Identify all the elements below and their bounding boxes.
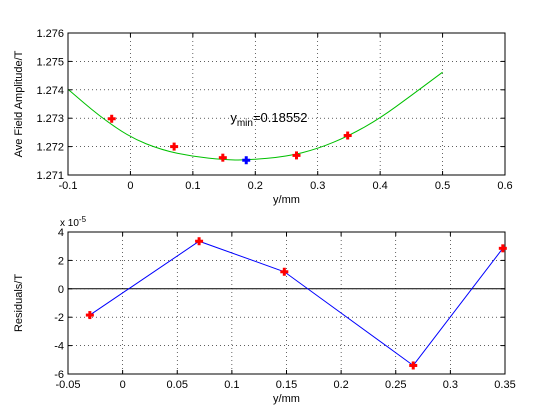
- data-point: [218, 153, 227, 162]
- x-tick-label: 0.5: [435, 180, 450, 192]
- bottom-plot-ticks: -0.05 0 0.05 0.1 0.15 0.2 0.25 0.3 0.35 -6 -4 -2 0 2 4: [54, 227, 515, 391]
- minimum-point: [242, 156, 251, 165]
- y-tick-label: 2: [58, 255, 64, 267]
- x-tick-label: 0.2: [333, 379, 348, 391]
- residual-point: [409, 361, 418, 370]
- residual-point: [85, 311, 94, 320]
- x-tick-label: 0: [120, 379, 126, 391]
- y-tick-label: 1.274: [36, 85, 64, 97]
- y-tick-label: 1.276: [36, 28, 64, 40]
- x-tick-label: 0: [127, 180, 133, 192]
- y-tick-label: -4: [54, 341, 64, 353]
- bottom-plot-axes: -0.05 0 0.05 0.1 0.15 0.2 0.25 0.3 0.35 -6 -4 -2 0 2 4…: [13, 215, 516, 405]
- top-plot-ticks: -0.1 0 0.1 0.2 0.3 0.4 0.5 0.6 1.271 1.272 1.273 1.…: [36, 28, 512, 192]
- top-plot-x-axis-label: y/mm: [273, 194, 300, 206]
- bottom-plot-y-axis-label: Residuals/T: [13, 274, 25, 332]
- residual-point: [280, 267, 289, 276]
- y-tick-label: -6: [54, 369, 64, 381]
- bottom-plot-x-axis-label: y/mm: [273, 393, 300, 405]
- x-tick-label: 0.4: [372, 180, 387, 192]
- top-plot-grid: [68, 33, 505, 175]
- x-tick-label: 0.1: [224, 379, 239, 391]
- x-tick-label: 0.15: [276, 379, 297, 391]
- annotation-prefix: y: [230, 110, 237, 125]
- x-tick-label: -0.05: [55, 379, 80, 391]
- residual-point: [195, 237, 204, 246]
- bottom-plot-series: [68, 237, 507, 370]
- top-plot-frame: [67, 32, 506, 176]
- minimum-annotation: ymin=0.18552: [230, 110, 307, 129]
- y-tick-label: -2: [54, 312, 64, 324]
- top-plot-series: [67, 71, 443, 165]
- top-plot-axes: -0.1 0 0.1 0.2 0.3 0.4 0.5 0.6 1.271 1.272 1.273 1.…: [13, 28, 513, 206]
- bottom-plot-frame: [67, 231, 506, 375]
- data-point: [107, 114, 116, 123]
- y-tick-label: 1.272: [36, 142, 64, 154]
- annotation-value: =0.18552: [253, 110, 308, 125]
- x-tick-label: 0.3: [310, 180, 325, 192]
- annotation-subscript: min: [237, 118, 253, 129]
- x-tick-label: 0.6: [497, 180, 512, 192]
- x-tick-label: 0.25: [385, 379, 406, 391]
- x-tick-label: 0.3: [443, 379, 458, 391]
- x-tick-label: -0.1: [59, 180, 78, 192]
- y-tick-label: 1.271: [36, 170, 64, 182]
- y-tick-label: 4: [58, 227, 64, 239]
- top-plot-y-axis-label: Ave Field Amplitude/T: [13, 50, 25, 157]
- x-tick-label: 0.05: [167, 379, 188, 391]
- x-tick-label: 0.2: [248, 180, 263, 192]
- fit-curve: [67, 71, 443, 161]
- y-axis-exponent: x 10-5: [60, 215, 87, 229]
- residual-point: [498, 244, 507, 253]
- y-tick-label: 0: [58, 284, 64, 296]
- exponent-power: -5: [79, 215, 87, 224]
- y-tick-label: 1.275: [36, 56, 64, 68]
- x-tick-label: 0.1: [185, 180, 200, 192]
- data-point: [292, 151, 301, 160]
- exponent-base: x 10: [60, 218, 79, 229]
- x-tick-label: 0.35: [494, 379, 515, 391]
- data-point: [343, 131, 352, 140]
- data-point: [170, 142, 179, 151]
- y-tick-label: 1.273: [36, 113, 64, 125]
